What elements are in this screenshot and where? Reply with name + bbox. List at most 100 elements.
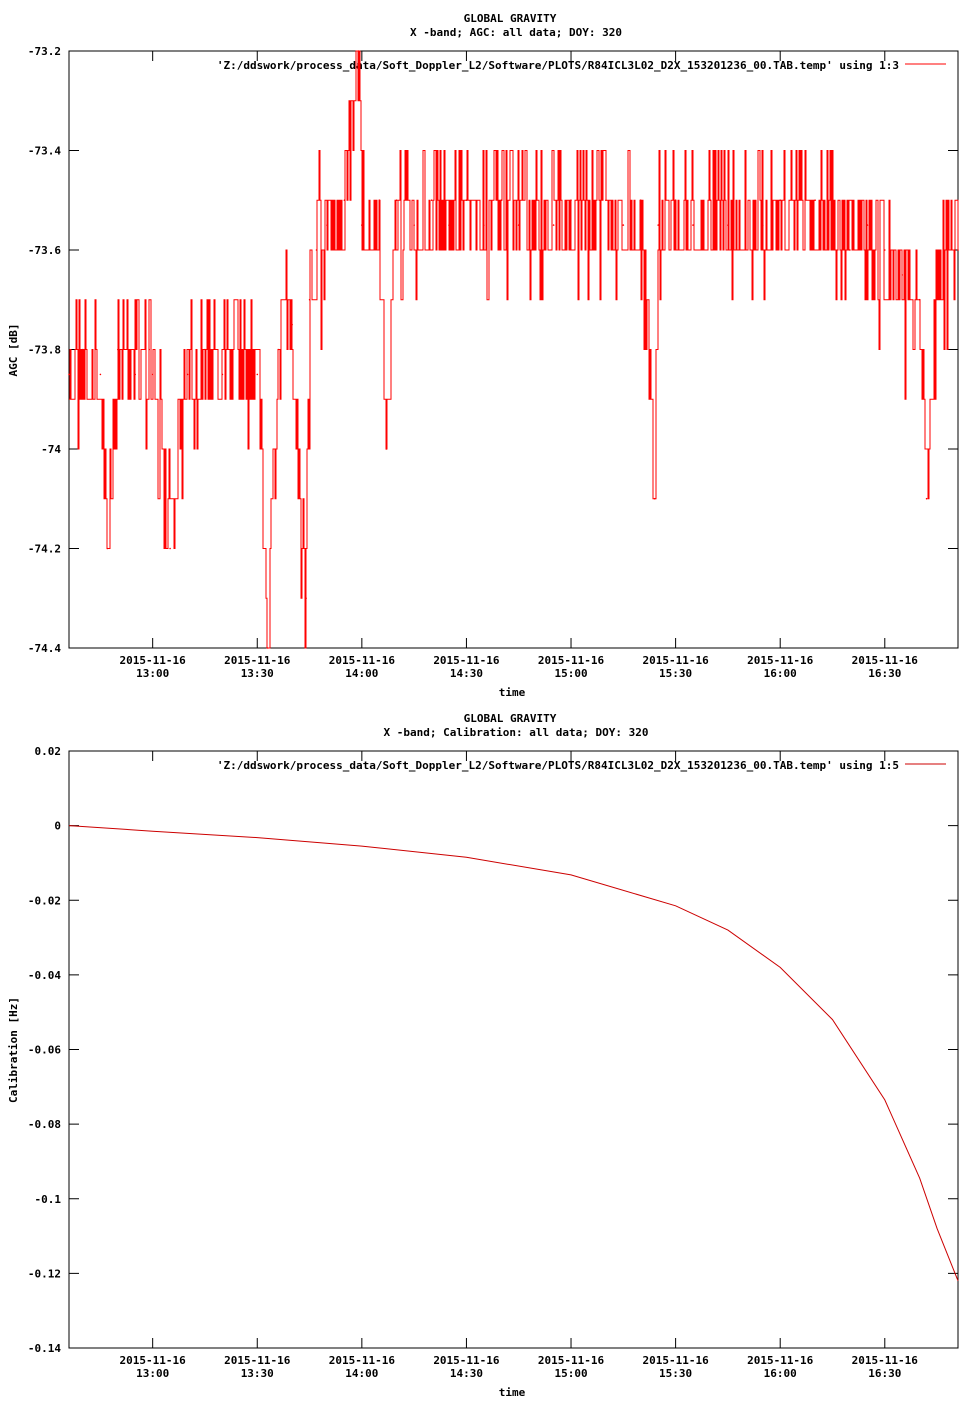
agc-data-point (204, 348, 206, 351)
agc-data-point (866, 224, 869, 226)
agc-data-point (378, 199, 381, 201)
agc-data-point (849, 249, 851, 251)
calibration-panel: GLOBAL GRAVITY X -band; Calibration: all… (7, 712, 959, 1399)
agc-data-point (709, 199, 712, 201)
agc-data-point (483, 224, 485, 226)
x-tick-time-label: 16:30 (868, 1367, 901, 1380)
y-tick-label: -74.2 (28, 543, 61, 556)
calibration-subtitle: X -band; Calibration: all data; DOY: 320 (384, 726, 649, 739)
x-tick-date-label: 2015-11-16 (224, 1354, 291, 1367)
x-tick-date-label: 2015-11-16 (747, 654, 814, 667)
agc-data-point (918, 298, 921, 301)
agc-y-axis-label: AGC [dB] (7, 324, 20, 377)
agc-data-point (221, 373, 224, 376)
agc-data-point (99, 373, 102, 376)
x-tick-time-label: 13:30 (241, 1367, 274, 1380)
agc-data-point (385, 448, 388, 450)
x-tick-time-label: 13:00 (136, 667, 169, 680)
x-tick-date-label: 2015-11-16 (747, 1354, 814, 1367)
x-tick-time-label: 15:00 (554, 667, 587, 680)
x-tick-time-label: 15:30 (659, 1367, 692, 1380)
agc-data-point (308, 298, 311, 301)
agc-data-point (448, 224, 450, 226)
agc-data-point (884, 249, 886, 251)
x-tick-time-label: 16:30 (868, 667, 901, 680)
agc-data-point (256, 373, 259, 376)
agc-data-point (465, 199, 468, 201)
y-tick-label: -0.14 (28, 1342, 61, 1355)
y-tick-label: -73.8 (28, 344, 61, 357)
agc-data-point (106, 547, 109, 550)
x-tick-time-label: 14:30 (450, 1367, 483, 1380)
y-tick-label: 0.02 (35, 745, 62, 758)
x-tick-time-label: 16:00 (764, 667, 797, 680)
y-tick-label: -0.08 (28, 1118, 61, 1131)
y-tick-label: -73.6 (28, 244, 61, 257)
x-tick-date-label: 2015-11-16 (852, 654, 919, 667)
agc-data-point (622, 224, 625, 226)
agc-data-point (953, 249, 956, 251)
agc-data-point (692, 224, 694, 226)
y-tick-label: -0.04 (28, 969, 61, 982)
agc-data-point (744, 199, 747, 201)
y-tick-label: 0 (54, 820, 61, 833)
agc-data-point (361, 224, 363, 226)
agc-data-point (277, 348, 280, 351)
y-tick-label: -0.12 (28, 1267, 61, 1280)
agc-data-point (326, 224, 328, 226)
x-tick-date-label: 2015-11-16 (120, 654, 187, 667)
x-tick-time-label: 14:00 (345, 667, 378, 680)
agc-data-point (657, 224, 659, 226)
agc-data-point (134, 373, 136, 376)
x-tick-date-label: 2015-11-16 (433, 1354, 500, 1367)
agc-data-point (535, 199, 537, 201)
agc-data-point (674, 199, 677, 201)
x-tick-date-label: 2015-11-16 (538, 654, 605, 667)
calibration-legend-label: 'Z:/ddswork/process_data/Soft_Doppler_L2… (217, 759, 899, 772)
agc-data-point (291, 323, 293, 326)
calibration-x-axis-label: time (499, 1386, 526, 1399)
calibration-y-axis-label: Calibration [Hz] (7, 997, 20, 1103)
y-tick-label: -0.02 (28, 894, 61, 907)
agc-data-point (517, 224, 520, 226)
agc-title: GLOBAL GRAVITY (464, 12, 557, 25)
agc-data-point (605, 199, 607, 201)
x-tick-date-label: 2015-11-16 (642, 1354, 709, 1367)
x-tick-date-label: 2015-11-16 (329, 654, 396, 667)
y-tick-label: -74 (41, 443, 61, 456)
x-tick-time-label: 14:30 (450, 667, 483, 680)
x-tick-time-label: 13:00 (136, 1367, 169, 1380)
agc-panel: GLOBAL GRAVITY X -band; AGC: all data; D… (7, 12, 959, 699)
x-tick-time-label: 14:00 (345, 1367, 378, 1380)
agc-data-point (936, 274, 938, 276)
agc-data-point (587, 224, 590, 226)
agc-data-point (796, 224, 799, 226)
x-tick-date-label: 2015-11-16 (120, 1354, 187, 1367)
y-tick-label: -73.2 (28, 45, 61, 58)
x-tick-date-label: 2015-11-16 (642, 654, 709, 667)
calibration-series-line (68, 825, 959, 1281)
calibration-title: GLOBAL GRAVITY (464, 712, 557, 725)
agc-data-point (957, 249, 959, 251)
agc-data-point (315, 249, 318, 251)
agc-data-point (413, 224, 415, 226)
agc-x-axis-label: time (499, 686, 526, 699)
x-tick-date-label: 2015-11-16 (538, 1354, 605, 1367)
agc-data-point (430, 199, 433, 201)
agc-data-point (570, 199, 572, 201)
agc-data-point (357, 50, 360, 52)
agc-legend-label: 'Z:/ddswork/process_data/Soft_Doppler_L2… (217, 59, 899, 72)
agc-data-point (186, 373, 189, 376)
x-tick-time-label: 15:30 (659, 667, 692, 680)
x-tick-date-label: 2015-11-16 (329, 1354, 396, 1367)
agc-data-point (639, 199, 642, 201)
agc-data-point (552, 224, 555, 226)
agc-data-point (831, 224, 834, 226)
agc-data-point (762, 224, 764, 226)
y-tick-label: -0.06 (28, 1044, 61, 1057)
agc-data-point (500, 199, 503, 201)
agc-subtitle: X -band; AGC: all data; DOY: 320 (410, 26, 622, 39)
y-tick-label: -74.4 (28, 642, 61, 655)
